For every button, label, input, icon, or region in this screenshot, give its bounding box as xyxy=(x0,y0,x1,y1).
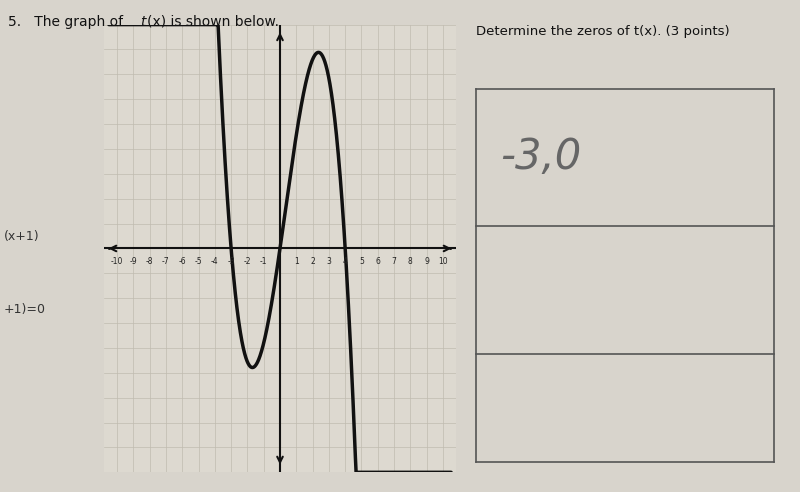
Text: 4: 4 xyxy=(342,257,348,266)
Text: -1: -1 xyxy=(260,257,267,266)
Text: 3: 3 xyxy=(326,257,331,266)
Text: (x+1): (x+1) xyxy=(4,230,40,243)
Text: -9: -9 xyxy=(130,257,137,266)
Text: 8: 8 xyxy=(408,257,413,266)
Text: (x) is shown below.: (x) is shown below. xyxy=(147,15,279,29)
Text: 6: 6 xyxy=(375,257,380,266)
Text: 7: 7 xyxy=(392,257,397,266)
Text: -5: -5 xyxy=(194,257,202,266)
Text: +1)=0: +1)=0 xyxy=(4,304,46,316)
Text: -3: -3 xyxy=(227,257,235,266)
Text: -7: -7 xyxy=(162,257,170,266)
Text: -4: -4 xyxy=(211,257,218,266)
Text: -10: -10 xyxy=(111,257,123,266)
Text: 2: 2 xyxy=(310,257,315,266)
Text: 5.   The graph of: 5. The graph of xyxy=(8,15,127,29)
Text: 9: 9 xyxy=(424,257,429,266)
Text: 10: 10 xyxy=(438,257,448,266)
Text: -8: -8 xyxy=(146,257,154,266)
Text: -3,0: -3,0 xyxy=(500,136,582,179)
Text: Determine the zeros of t(x). (3 points): Determine the zeros of t(x). (3 points) xyxy=(476,25,730,37)
Text: -2: -2 xyxy=(244,257,251,266)
Text: 1: 1 xyxy=(294,257,298,266)
Text: t: t xyxy=(140,15,146,29)
Text: 5: 5 xyxy=(359,257,364,266)
Text: -6: -6 xyxy=(178,257,186,266)
